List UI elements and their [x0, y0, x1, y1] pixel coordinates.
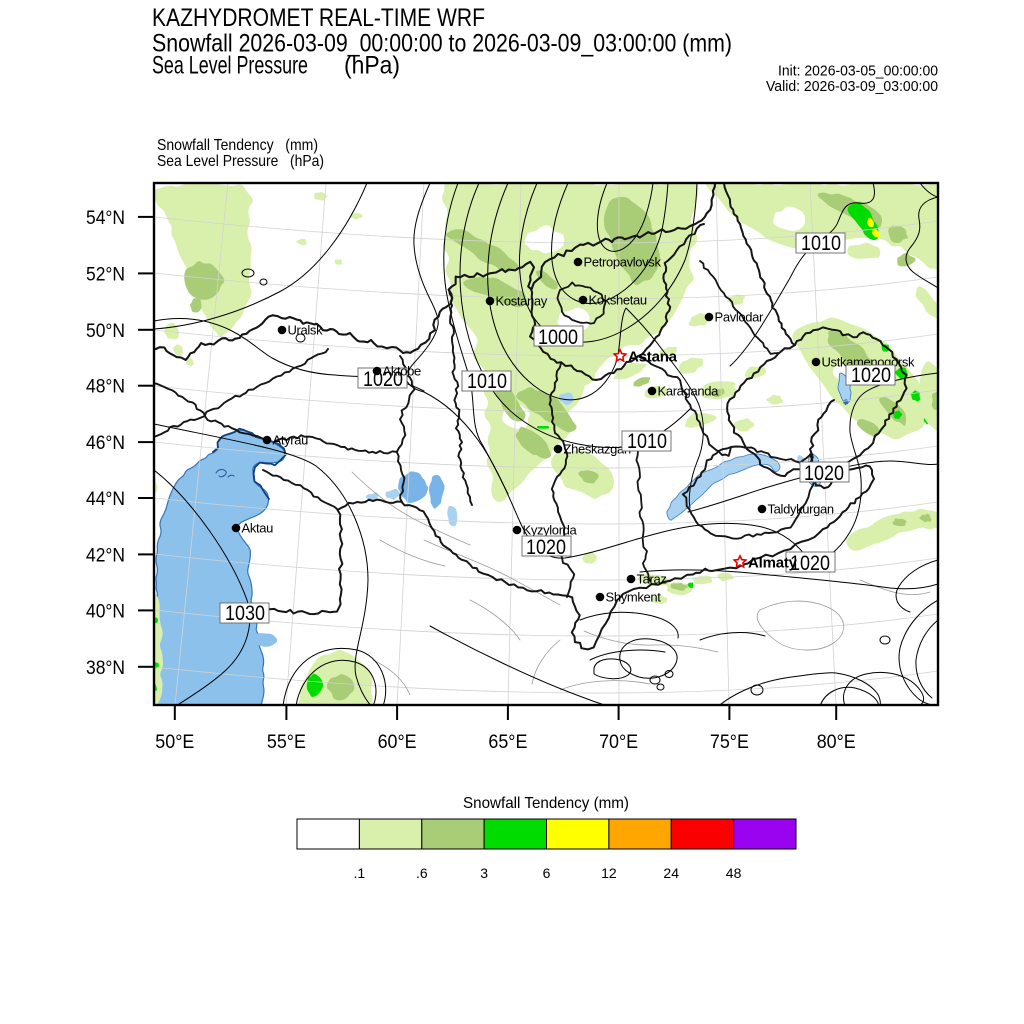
svg-text:1020: 1020 [790, 552, 830, 575]
svg-text:50°N: 50°N [86, 320, 125, 342]
svg-text:42°N: 42°N [86, 544, 125, 566]
svg-text:Taldykurgan: Taldykurgan [768, 502, 834, 517]
svg-text:Valid: 2026-03-09_03:00:00: Valid: 2026-03-09_03:00:00 [766, 79, 938, 95]
svg-text:Shymkent: Shymkent [606, 590, 662, 605]
svg-text:KAZHYDROMET REAL-TIME WRF: KAZHYDROMET REAL-TIME WRF [152, 4, 485, 32]
svg-text:50°E: 50°E [155, 731, 194, 753]
svg-text:3: 3 [480, 865, 488, 881]
svg-text:.6: .6 [416, 865, 428, 881]
svg-text:1020: 1020 [526, 536, 566, 559]
svg-text:Karaganda: Karaganda [658, 384, 720, 399]
svg-text:(hPa): (hPa) [344, 52, 400, 80]
svg-text:Sea Level Pressure: Sea Level Pressure [152, 52, 308, 80]
svg-text:Snowfall Tendency (mm): Snowfall Tendency (mm) [157, 137, 318, 154]
svg-text:Petropavlovsk: Petropavlovsk [584, 255, 662, 270]
svg-text:Uralsk: Uralsk [288, 323, 324, 338]
svg-text:1000: 1000 [538, 326, 578, 349]
svg-text:54°N: 54°N [86, 207, 125, 229]
svg-text:6: 6 [543, 865, 551, 881]
svg-text:Astana: Astana [628, 349, 678, 366]
svg-text:.1: .1 [354, 865, 366, 881]
svg-text:Init: 2026-03-05_00:00:00: Init: 2026-03-05_00:00:00 [778, 64, 938, 80]
svg-text:Aktau: Aktau [242, 521, 274, 536]
svg-text:70°E: 70°E [599, 731, 638, 753]
svg-text:1010: 1010 [467, 370, 507, 393]
svg-text:Zheskazgan: Zheskazgan [564, 442, 631, 457]
svg-text:60°E: 60°E [378, 731, 417, 753]
svg-text:Atyrau: Atyrau [273, 433, 309, 448]
svg-text:Taraz: Taraz [637, 572, 667, 587]
svg-text:1030: 1030 [225, 602, 265, 625]
svg-text:Kokshetau: Kokshetau [589, 293, 647, 308]
svg-text:12: 12 [601, 865, 617, 881]
svg-text:1020: 1020 [804, 462, 844, 485]
svg-text:1020: 1020 [363, 368, 403, 391]
svg-text:Kyzylorda: Kyzylorda [523, 523, 578, 538]
svg-text:24: 24 [663, 865, 679, 881]
svg-text:52°N: 52°N [86, 263, 125, 285]
svg-text:Kostanay: Kostanay [496, 294, 548, 309]
svg-text:Snowfall Tendency (mm): Snowfall Tendency (mm) [463, 795, 629, 812]
svg-text:44°N: 44°N [86, 488, 125, 510]
svg-text:Sea Level Pressure (hPa): Sea Level Pressure (hPa) [157, 153, 324, 170]
svg-text:80°E: 80°E [817, 731, 856, 753]
svg-text:48: 48 [726, 865, 742, 881]
svg-text:48°N: 48°N [86, 376, 125, 398]
svg-text:1010: 1010 [627, 430, 667, 453]
svg-text:Snowfall 2026-03-09_00:00:00 t: Snowfall 2026-03-09_00:00:00 to 2026-03-… [152, 30, 732, 58]
svg-text:75°E: 75°E [710, 731, 749, 753]
svg-text:1020: 1020 [851, 364, 891, 387]
svg-text:Almaty: Almaty [748, 555, 798, 572]
svg-text:55°E: 55°E [267, 731, 306, 753]
svg-text:Pavlodar: Pavlodar [715, 310, 765, 325]
svg-text:46°N: 46°N [86, 432, 125, 454]
svg-text:40°N: 40°N [86, 600, 125, 622]
svg-text:Aktobe: Aktobe [383, 364, 421, 379]
svg-text:1010: 1010 [801, 232, 841, 255]
svg-text:38°N: 38°N [86, 657, 125, 679]
svg-text:65°E: 65°E [488, 731, 527, 753]
